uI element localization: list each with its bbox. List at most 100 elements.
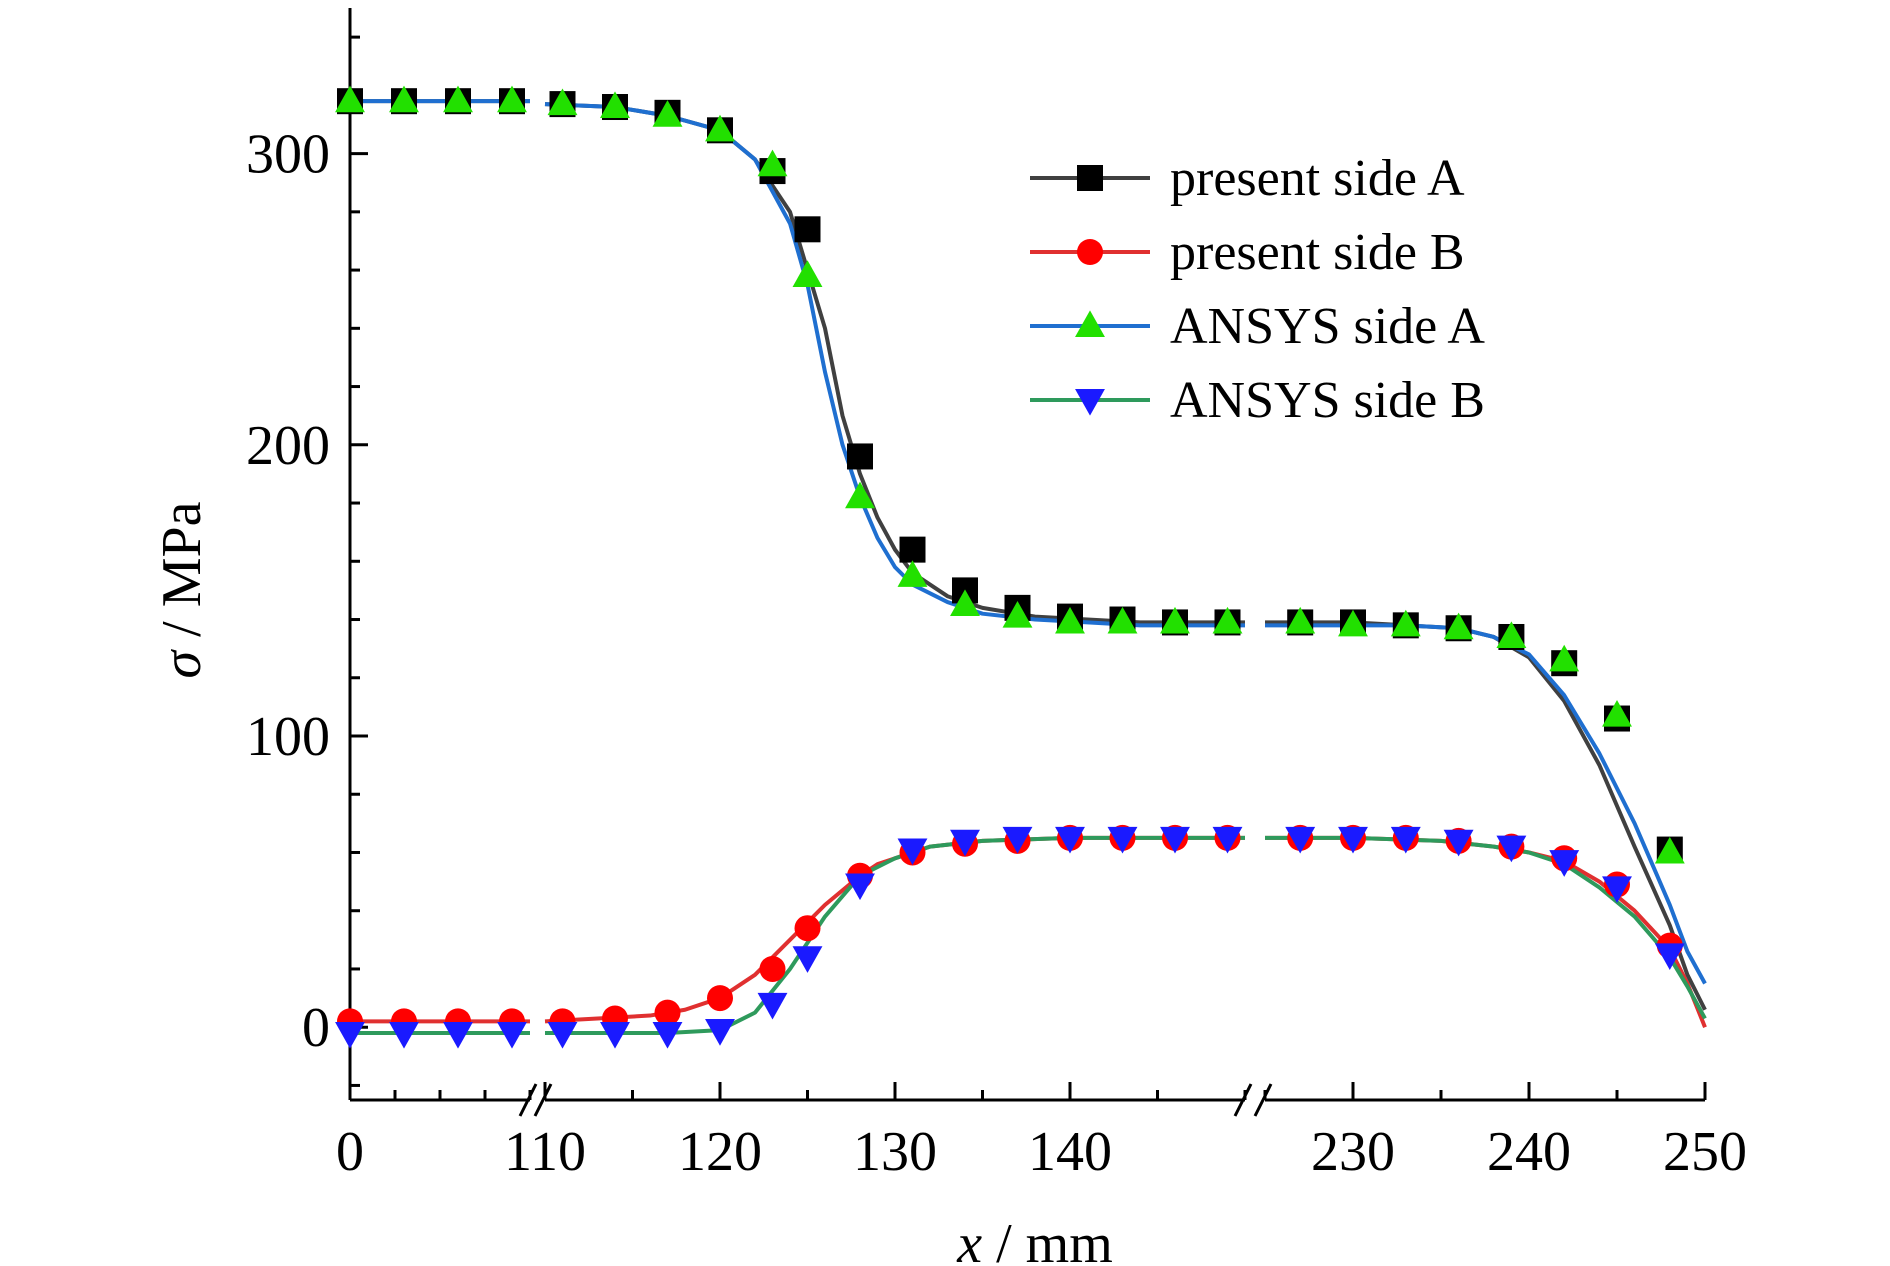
data-point bbox=[1160, 606, 1190, 634]
series-present-side-b bbox=[350, 835, 1707, 1028]
data-point bbox=[1602, 700, 1632, 727]
data-point bbox=[1107, 606, 1138, 634]
series-ansys-side-b bbox=[350, 835, 1707, 1036]
x-tick-label: 140 bbox=[1028, 1121, 1112, 1183]
data-point bbox=[794, 216, 821, 243]
data-point bbox=[1390, 826, 1421, 854]
legend-label: ANSYS side B bbox=[1170, 372, 1485, 429]
data-point bbox=[1160, 826, 1190, 854]
series-line bbox=[1265, 835, 1707, 1028]
data-point bbox=[1496, 621, 1527, 649]
legend-marker bbox=[1077, 239, 1103, 265]
data-point bbox=[389, 1021, 419, 1049]
legend-entry: present side B bbox=[1030, 224, 1465, 281]
markers-present-side-a bbox=[337, 88, 1683, 863]
data-point bbox=[792, 946, 823, 973]
legend-label: ANSYS side A bbox=[1170, 298, 1485, 355]
data-point bbox=[652, 1021, 683, 1049]
series-line bbox=[1265, 620, 1707, 1011]
series-present-side-a bbox=[350, 99, 1707, 1011]
legend-marker bbox=[1075, 388, 1105, 416]
data-point bbox=[1654, 943, 1685, 970]
data-point bbox=[1002, 601, 1033, 628]
data-point bbox=[1496, 835, 1527, 863]
data-point bbox=[705, 1019, 735, 1046]
data-point bbox=[1549, 850, 1580, 877]
y-axis-unit: / MPa bbox=[151, 501, 213, 650]
data-point bbox=[794, 915, 821, 942]
x-axis-variable: x bbox=[956, 1213, 982, 1266]
data-point bbox=[950, 829, 980, 857]
data-point bbox=[1285, 826, 1316, 854]
x-axis-break-mark bbox=[533, 1083, 553, 1117]
markers-present-side-b bbox=[337, 824, 1683, 1035]
x-tick-label: 120 bbox=[678, 1121, 762, 1183]
data-point bbox=[547, 1021, 578, 1049]
x-tick-label: 0 bbox=[336, 1121, 364, 1183]
markers-ansys-side-b bbox=[335, 826, 1685, 1049]
x-tick-label: 110 bbox=[504, 1121, 586, 1183]
legend-marker bbox=[1075, 310, 1105, 338]
data-point bbox=[652, 100, 683, 127]
y-axis-title: σ / MPa bbox=[151, 501, 213, 678]
data-point bbox=[1055, 606, 1085, 634]
data-point bbox=[335, 85, 365, 113]
x-axis-title: x / mm bbox=[956, 1213, 1113, 1266]
data-point bbox=[950, 589, 980, 617]
legend: present side A present side B ANSYS side A… bbox=[1030, 150, 1485, 429]
data-point bbox=[1443, 612, 1474, 640]
data-point bbox=[759, 955, 786, 982]
data-point bbox=[897, 560, 928, 587]
y-tick-label: 100 bbox=[246, 706, 330, 768]
data-point bbox=[1002, 826, 1033, 854]
data-point bbox=[389, 85, 419, 113]
data-point bbox=[443, 1021, 473, 1049]
data-point bbox=[705, 114, 735, 142]
data-point bbox=[1212, 606, 1243, 634]
data-point bbox=[1654, 836, 1685, 864]
data-point bbox=[899, 536, 926, 563]
data-point bbox=[497, 1021, 527, 1049]
legend-entry: present side A bbox=[1030, 150, 1465, 207]
series-line bbox=[545, 835, 1245, 1036]
data-point bbox=[1443, 829, 1474, 857]
data-point bbox=[1285, 606, 1316, 634]
data-point bbox=[1055, 826, 1085, 854]
svg-text:x / mm: x / mm bbox=[956, 1213, 1113, 1266]
series-layer bbox=[335, 85, 1707, 1049]
data-point bbox=[547, 88, 578, 116]
data-point bbox=[1338, 826, 1368, 854]
x-axis-break-mark bbox=[1233, 1083, 1253, 1117]
data-point bbox=[757, 992, 788, 1020]
data-point bbox=[897, 838, 928, 866]
svg-text:σ / MPa: σ / MPa bbox=[151, 501, 213, 678]
x-tick-label: 230 bbox=[1311, 1121, 1395, 1183]
data-point bbox=[845, 873, 875, 901]
series-line bbox=[544, 835, 1245, 1024]
data-point bbox=[1390, 609, 1421, 637]
y-tick-label: 300 bbox=[246, 124, 330, 186]
legend-marker bbox=[1077, 165, 1103, 191]
y-axis-variable: σ bbox=[151, 648, 213, 678]
data-point bbox=[1107, 826, 1138, 854]
y-tick-label: 200 bbox=[246, 415, 330, 477]
data-point bbox=[1549, 644, 1580, 672]
data-point bbox=[792, 260, 823, 287]
data-point bbox=[335, 1021, 365, 1049]
data-point bbox=[600, 91, 630, 119]
x-axis-unit: / mm bbox=[982, 1213, 1113, 1266]
data-point bbox=[1212, 826, 1243, 854]
data-point bbox=[1338, 609, 1368, 637]
x-tick-label: 130 bbox=[853, 1121, 937, 1183]
legend-entry: ANSYS side A bbox=[1030, 298, 1485, 355]
data-point bbox=[443, 85, 473, 113]
axes-layer: 0 100 200 300 0 110 120 130 140 230 240 250 bbox=[246, 8, 1747, 1183]
series-line bbox=[1265, 623, 1707, 985]
series-line bbox=[1265, 835, 1707, 1020]
data-point bbox=[757, 149, 788, 177]
legend-label: present side B bbox=[1170, 224, 1465, 281]
legend-entry: ANSYS side B bbox=[1030, 372, 1485, 429]
legend-label: present side A bbox=[1170, 150, 1465, 207]
